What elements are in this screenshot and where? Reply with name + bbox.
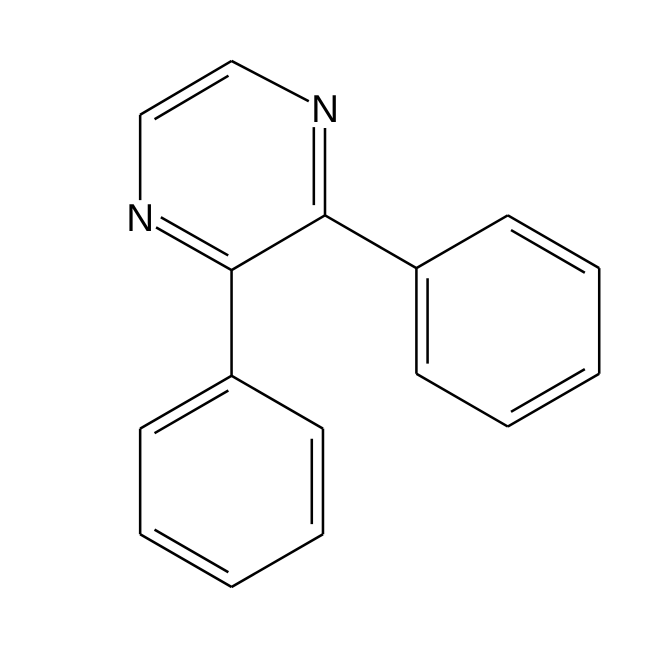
- molecule-diagram: NN: [0, 0, 650, 650]
- atom-labels: NN: [126, 88, 339, 240]
- atom-label-N1: N: [311, 88, 339, 131]
- bonds: [140, 61, 599, 587]
- atom-label-N4: N: [126, 197, 154, 240]
